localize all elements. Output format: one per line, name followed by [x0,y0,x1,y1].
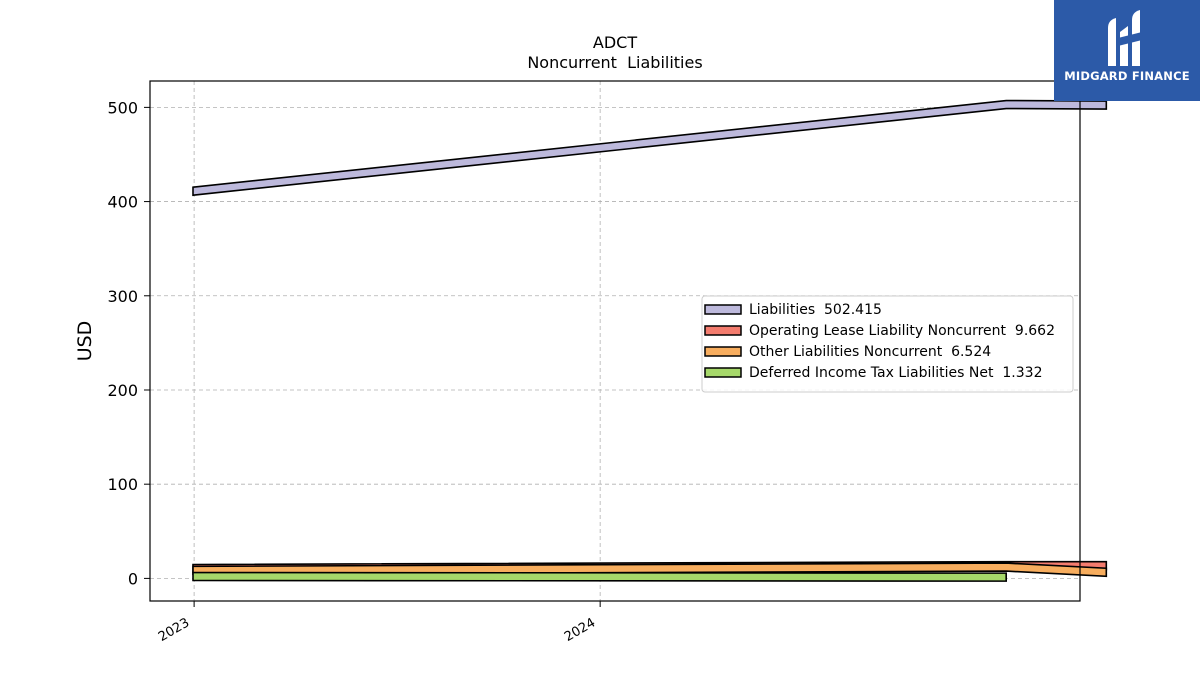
legend-label: Operating Lease Liability Noncurrent 9.6… [749,323,1055,339]
legend-swatch [704,325,742,336]
legend-label: Liabilities 502.415 [749,302,882,318]
brand-logo: MIDGARD FINANCE [1054,0,1200,101]
legend-swatch [704,367,742,378]
y-tick-label: 100 [107,475,138,494]
y-tick-label: 300 [107,287,138,306]
x-axis: 2023 2024 [156,601,601,645]
legend-box [701,295,1074,393]
series-band-deferred-income-tax-liabilities-net [192,571,1007,582]
brand-name: MIDGARD FINANCE [1064,69,1190,83]
mf-monogram-icon [1108,10,1142,66]
y-tick-label: 200 [107,381,138,400]
chart-title: ADCT [593,33,637,52]
plot-frame [149,80,1081,602]
chart-subtitle: Noncurrent Liabilities [527,53,702,72]
series-areas [192,99,1108,582]
legend-swatch [704,304,742,315]
y-axis-label: USD [74,321,96,362]
y-axis: 0 100 200 300 400 500 [107,98,150,588]
x-tick-label: 2024 [562,615,598,645]
y-tick-label: 500 [107,98,138,117]
legend-swatch [704,346,742,357]
series-band-liabilities [192,99,1108,197]
legend[interactable]: Liabilities 502.415 Operating Lease Liabi… [701,295,1074,393]
legend-label: Other Liabilities Noncurrent 6.524 [749,344,991,360]
grid-lines [150,81,1080,601]
y-tick-label: 400 [107,193,138,212]
legend-label: Deferred Income Tax Liabilities Net 1.33… [749,365,1042,381]
y-tick-label: 0 [128,569,138,588]
x-tick-label: 2023 [156,615,192,645]
